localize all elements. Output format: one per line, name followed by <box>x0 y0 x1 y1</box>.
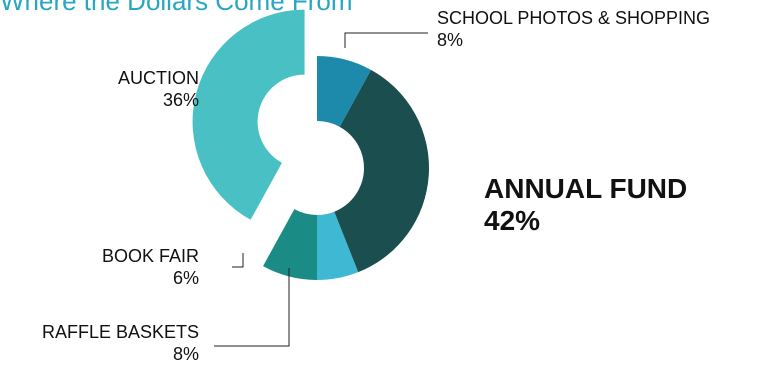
slice-label-auction: AUCTION <box>118 68 199 88</box>
slice-book-fair <box>317 211 359 280</box>
leader-line-school-photos-shopping <box>344 32 428 48</box>
slice-label-annual-fund: ANNUAL FUND <box>484 173 687 204</box>
slice-auction <box>334 69 430 273</box>
chart-title: Where the Dollars Come From <box>0 0 353 16</box>
slice-raffle-baskets <box>263 209 317 280</box>
slice-label-book-fair: BOOK FAIR <box>102 246 199 266</box>
slice-label-school-photos-shopping: SCHOOL PHOTOS & SHOPPING <box>437 8 710 28</box>
slice-value-raffle-baskets: 8% <box>173 344 199 364</box>
slice-value-annual-fund: 42% <box>484 205 540 236</box>
leader-line-raffle-baskets <box>214 268 290 347</box>
slice-value-book-fair: 6% <box>173 268 199 288</box>
leader-line-book-fair <box>232 253 244 268</box>
slice-value-school-photos-shopping: 8% <box>437 30 463 50</box>
slice-school-photos-shopping <box>317 56 371 127</box>
slice-annual-fund <box>192 9 305 220</box>
slice-value-auction: 36% <box>163 90 199 110</box>
slice-label-raffle-baskets: RAFFLE BASKETS <box>42 322 199 342</box>
